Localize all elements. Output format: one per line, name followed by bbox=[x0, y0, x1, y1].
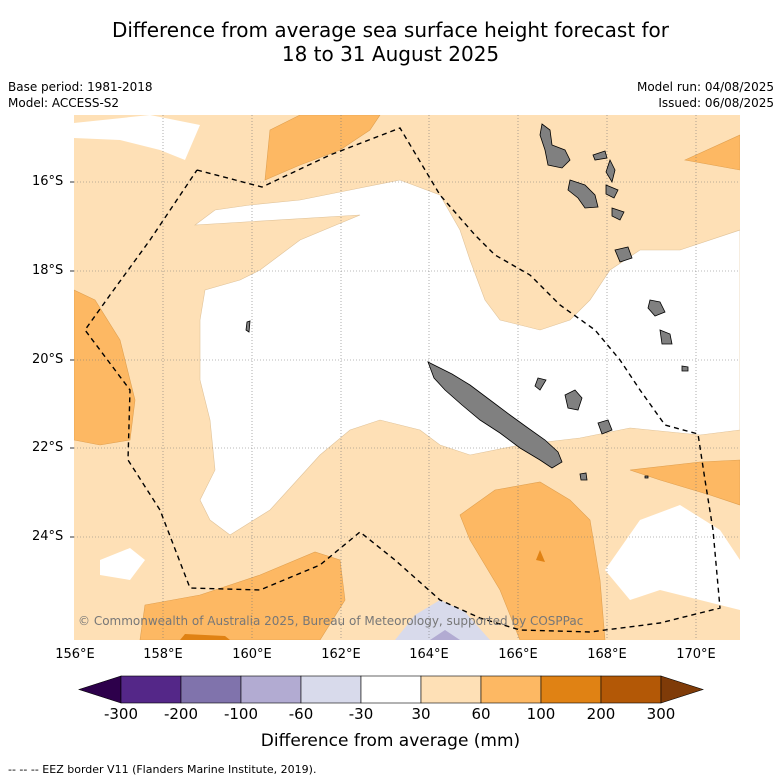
anomaly-field-60-100 bbox=[459, 481, 606, 640]
anomaly-field-near-average bbox=[194, 179, 740, 536]
colorbar-tick: -100 bbox=[223, 705, 259, 723]
lon-label: 170°E bbox=[676, 647, 716, 662]
colorbar-segment bbox=[120, 675, 182, 704]
lat-label: 20°S bbox=[32, 352, 64, 367]
lon-label: 162°E bbox=[321, 647, 361, 662]
model-name: Model: ACCESS-S2 bbox=[8, 96, 120, 110]
loyalty-island-lifou bbox=[564, 389, 583, 411]
colorbar-segment bbox=[300, 675, 362, 704]
lon-label: 164°E bbox=[409, 647, 449, 662]
colorbar-tick: -30 bbox=[348, 705, 374, 723]
vanuatu-malekula bbox=[567, 179, 599, 209]
eez-legend-text: -- -- -- EEZ border V11 (Flanders Marine… bbox=[8, 763, 317, 776]
colorbar-segment bbox=[600, 675, 662, 704]
lon-label: 158°E bbox=[143, 647, 183, 662]
colorbar-tick: 60 bbox=[471, 705, 491, 723]
lat-label: 18°S bbox=[32, 263, 64, 278]
anomaly-field-minus-30-60 bbox=[395, 600, 490, 640]
colorbar-segment bbox=[360, 675, 422, 704]
colorbar-segment bbox=[180, 675, 242, 704]
colorbar-segment-gt-300 bbox=[660, 675, 704, 704]
anomaly-field-60-100 bbox=[684, 134, 740, 171]
copyright-text: © Commonwealth of Australia 2025, Bureau… bbox=[78, 614, 584, 628]
new-caledonia-island bbox=[427, 361, 563, 469]
map-panel bbox=[74, 115, 740, 640]
colorbar-segment bbox=[480, 675, 542, 704]
colorbar-segment bbox=[240, 675, 302, 704]
colorbar-segment bbox=[540, 675, 602, 704]
colorbar-segment-lt-300 bbox=[78, 675, 122, 704]
anomaly-field-60-100 bbox=[629, 459, 740, 506]
colorbar-title: Difference from average (mm) bbox=[260, 731, 521, 751]
anomaly-field-100-200 bbox=[536, 550, 545, 562]
lat-label: 24°S bbox=[32, 529, 64, 544]
loyalty-island-ouvea bbox=[534, 377, 547, 391]
colorbar-tick: 300 bbox=[646, 705, 676, 723]
walpole-island bbox=[644, 475, 649, 479]
vanuatu-pentecost bbox=[605, 158, 616, 184]
eez-border-line bbox=[84, 127, 721, 633]
anomaly-field-near-average bbox=[74, 115, 200, 160]
colorbar-tick: 200 bbox=[586, 705, 616, 723]
vanuatu-erromango bbox=[647, 299, 666, 317]
loyalty-island-mare bbox=[597, 419, 613, 435]
issued-date: Issued: 06/08/2025 bbox=[658, 96, 774, 110]
lon-label: 160°E bbox=[232, 647, 272, 662]
vanuatu-efate bbox=[614, 246, 633, 263]
anomaly-field-near-average bbox=[605, 505, 740, 610]
title-line-1: Difference from average sea surface heig… bbox=[111, 18, 670, 42]
title-line-2: 18 to 31 August 2025 bbox=[281, 42, 500, 66]
vanuatu-espiritu-santo bbox=[539, 123, 571, 169]
chesterfield-islands bbox=[245, 320, 251, 333]
meta-left: Base period: 1981-2018 Model: ACCESS-S2 bbox=[8, 79, 153, 111]
colorbar-tick: -60 bbox=[288, 705, 314, 723]
graticule bbox=[74, 115, 740, 640]
anomaly-field-minus-60-100 bbox=[430, 630, 460, 640]
land bbox=[245, 123, 689, 481]
colorbar-tick: 100 bbox=[526, 705, 556, 723]
colorbar-segment bbox=[420, 675, 482, 704]
lat-label: 22°S bbox=[32, 440, 64, 455]
anomaly-field-100-200 bbox=[180, 634, 230, 640]
anomaly-field-near-average bbox=[100, 548, 145, 580]
vanuatu-aneityum bbox=[681, 365, 689, 372]
lon-label: 156°E bbox=[55, 647, 95, 662]
colorbar bbox=[78, 675, 704, 704]
axis-ticks bbox=[70, 181, 74, 538]
lat-label: 16°S bbox=[32, 174, 64, 189]
colorbar-tick: -200 bbox=[163, 705, 199, 723]
chart-title: Difference from average sea surface heig… bbox=[0, 18, 781, 66]
vanuatu-ambae bbox=[592, 150, 608, 161]
base-period: Base period: 1981-2018 bbox=[8, 80, 153, 94]
meta-right: Model run: 04/08/2025 Issued: 06/08/2025 bbox=[637, 79, 774, 111]
colorbar-tick: 30 bbox=[411, 705, 431, 723]
isle-of-pines bbox=[579, 472, 588, 481]
anomaly-field-60-100 bbox=[264, 115, 381, 181]
vanuatu-tanna bbox=[659, 329, 673, 345]
vanuatu-shepherd-islands bbox=[611, 207, 625, 221]
vanuatu-epi bbox=[605, 184, 619, 199]
lon-label: 168°E bbox=[587, 647, 627, 662]
colorbar-tick: -300 bbox=[103, 705, 139, 723]
anomaly-field-60-100 bbox=[74, 289, 136, 446]
lon-label: 166°E bbox=[498, 647, 538, 662]
model-run: Model run: 04/08/2025 bbox=[636, 80, 774, 94]
